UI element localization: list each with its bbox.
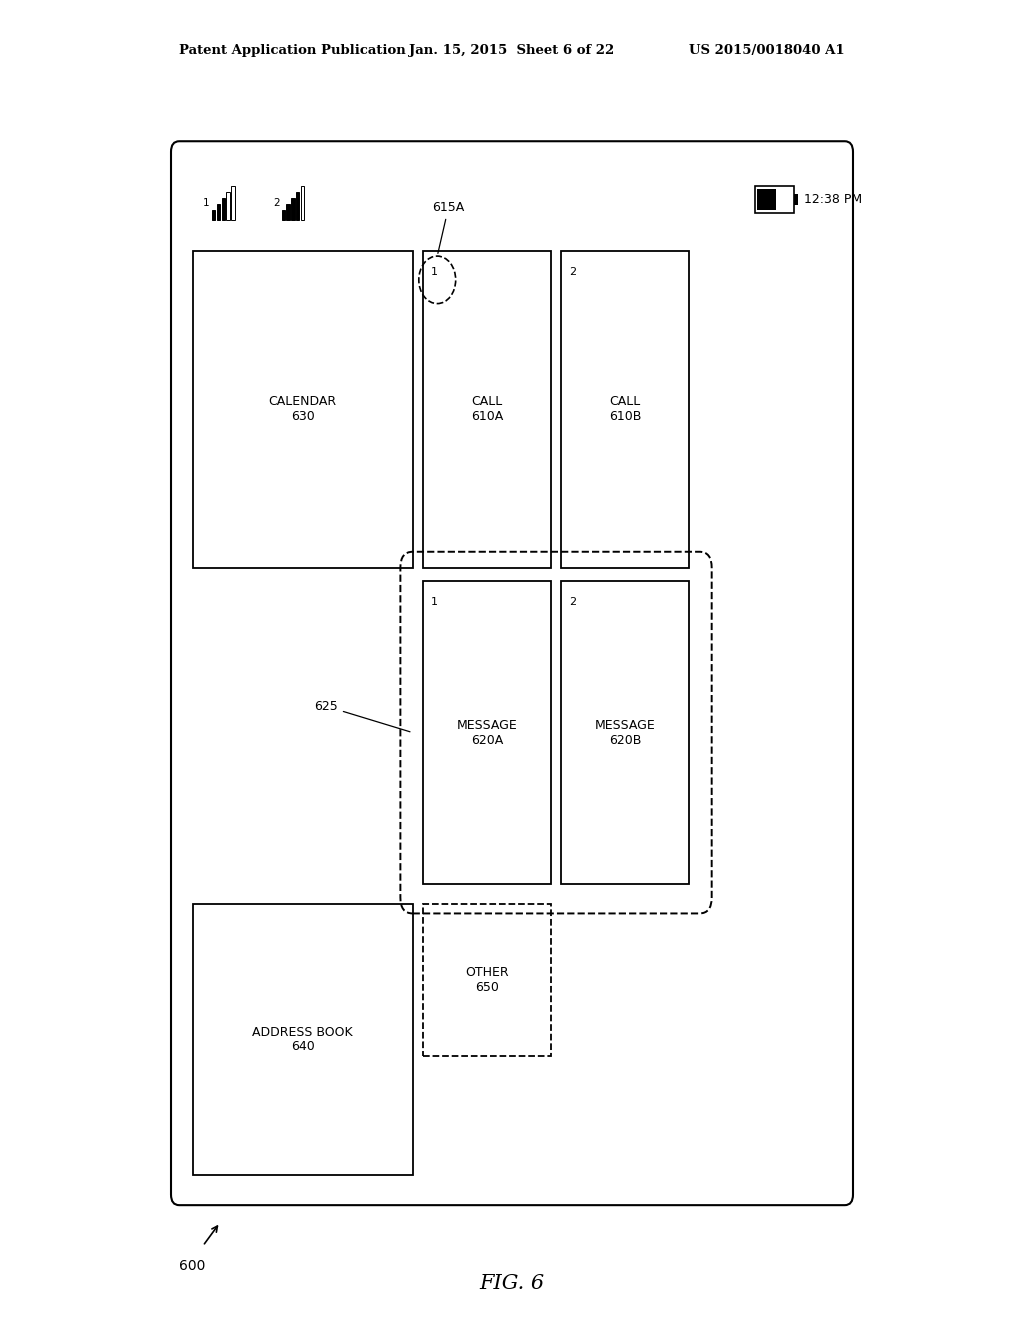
Bar [231,186,234,220]
Bar [193,251,413,568]
Text: 1: 1 [431,267,438,277]
Text: 2: 2 [569,267,577,277]
Bar [561,251,689,568]
FancyBboxPatch shape [171,141,853,1205]
Bar [423,581,551,884]
Bar [423,251,551,568]
Text: 1: 1 [203,198,210,209]
Bar [757,189,776,210]
Text: 600: 600 [179,1259,206,1274]
Text: US 2015/0018040 A1: US 2015/0018040 A1 [689,44,845,57]
Text: CALL
610B: CALL 610B [609,395,641,424]
Text: 2: 2 [569,597,577,607]
Bar [291,198,295,220]
Text: MESSAGE
620A: MESSAGE 620A [457,718,517,747]
Text: CALENDAR
630: CALENDAR 630 [268,395,337,424]
Text: FIG. 6: FIG. 6 [479,1274,545,1292]
Text: OTHER
650: OTHER 650 [465,966,509,994]
Text: CALL
610A: CALL 610A [471,395,503,424]
Bar [296,191,299,220]
Bar [193,904,413,1175]
Bar [287,205,290,220]
Text: Jan. 15, 2015  Sheet 6 of 22: Jan. 15, 2015 Sheet 6 of 22 [410,44,614,57]
Text: 1: 1 [431,597,438,607]
Bar [561,581,689,884]
Bar [301,186,304,220]
Text: 2: 2 [272,198,280,209]
Text: Patent Application Publication: Patent Application Publication [179,44,406,57]
Bar [217,205,220,220]
Bar [282,210,285,220]
Text: 615A: 615A [432,201,465,253]
Bar [423,904,551,1056]
Bar [212,210,215,220]
Text: MESSAGE
620B: MESSAGE 620B [595,718,655,747]
Bar [794,194,798,205]
Bar [755,186,794,213]
Bar [221,198,225,220]
Text: 12:38 PM: 12:38 PM [804,193,862,206]
Text: 625: 625 [314,700,410,731]
Bar [226,191,229,220]
Text: ADDRESS BOOK
640: ADDRESS BOOK 640 [252,1026,353,1053]
